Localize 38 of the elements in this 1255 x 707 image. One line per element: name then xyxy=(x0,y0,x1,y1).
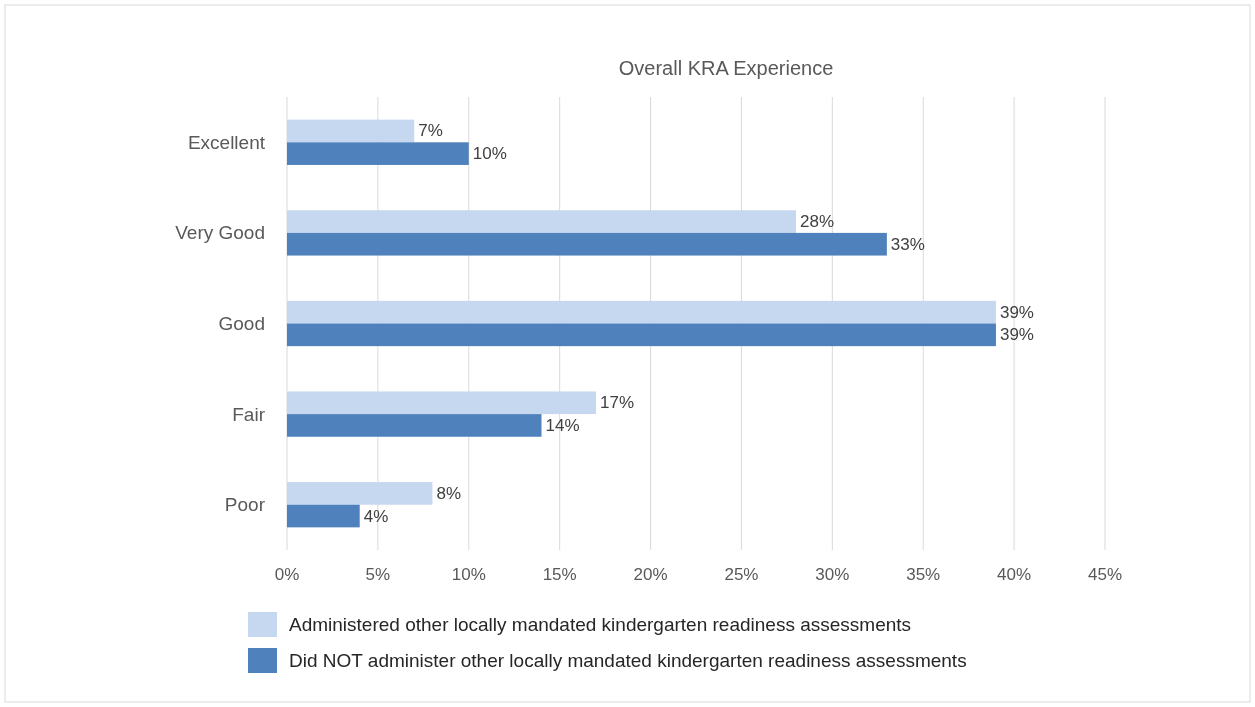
x-tick-label: 10% xyxy=(451,565,486,584)
data-label: 17% xyxy=(600,393,635,413)
data-label: 28% xyxy=(799,212,835,232)
x-tick-label: 45% xyxy=(1087,565,1123,584)
x-tick-label: 35% xyxy=(906,565,941,584)
x-tick-label: 30% xyxy=(815,565,850,584)
legend-label: Did NOT administer other locally mandated kindergarten readiness assessments xyxy=(289,649,967,671)
chart-title: Overall KRA Experience xyxy=(618,57,834,79)
bar xyxy=(287,414,542,437)
y-tick-label: Good xyxy=(218,313,265,334)
data-label: 8% xyxy=(436,483,461,503)
bar xyxy=(287,504,360,528)
data-label: 10% xyxy=(472,144,507,164)
bar xyxy=(287,482,433,505)
y-tick-label: Very Good xyxy=(175,222,265,244)
bar xyxy=(287,210,796,233)
bar xyxy=(287,119,415,143)
x-tick-label: 5% xyxy=(365,565,391,584)
legend-label: Administered other locally mandated kindergarten readiness assessments xyxy=(289,613,912,635)
x-tick-label: 20% xyxy=(633,565,668,584)
data-label: 7% xyxy=(418,121,443,141)
data-label: 39% xyxy=(999,325,1034,345)
data-label: 39% xyxy=(999,302,1034,322)
x-tick-label: 25% xyxy=(724,565,759,584)
bar xyxy=(287,142,469,165)
bar xyxy=(287,232,887,256)
bar xyxy=(287,323,996,347)
x-tick-label: 0% xyxy=(274,565,300,584)
y-tick-label: Fair xyxy=(232,403,266,425)
y-tick-label: Excellent xyxy=(187,131,266,153)
y-tick-label: Poor xyxy=(224,494,266,516)
data-label: 33% xyxy=(890,234,925,254)
data-label: 4% xyxy=(363,506,389,526)
x-tick-label: 40% xyxy=(997,565,1032,584)
bar xyxy=(287,391,597,415)
data-label: 14% xyxy=(545,415,580,435)
bar xyxy=(287,300,996,324)
x-tick-label: 15% xyxy=(542,565,577,584)
